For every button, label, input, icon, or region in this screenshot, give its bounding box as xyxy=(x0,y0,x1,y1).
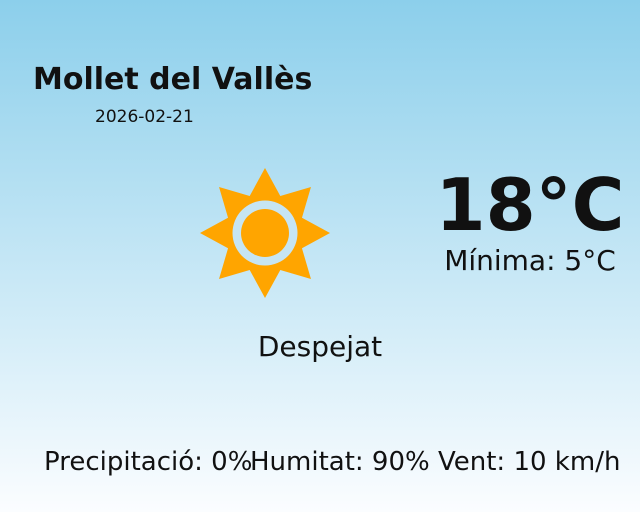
temperature-value: 18°C xyxy=(435,163,625,247)
wind-value: Vent: 10 km/h xyxy=(438,447,621,477)
humidity-value: Humitat: 90% xyxy=(250,447,430,477)
date-label: 2026-02-21 xyxy=(95,107,194,127)
minimum-temperature: Mínima: 5°C xyxy=(444,244,616,277)
condition-label: Despejat xyxy=(257,330,383,363)
location-title: Mollet del Vallès xyxy=(33,62,313,97)
sun-icon xyxy=(200,168,330,298)
precipitation-value: Precipitació: 0% xyxy=(44,447,253,477)
sun-core xyxy=(241,209,289,257)
